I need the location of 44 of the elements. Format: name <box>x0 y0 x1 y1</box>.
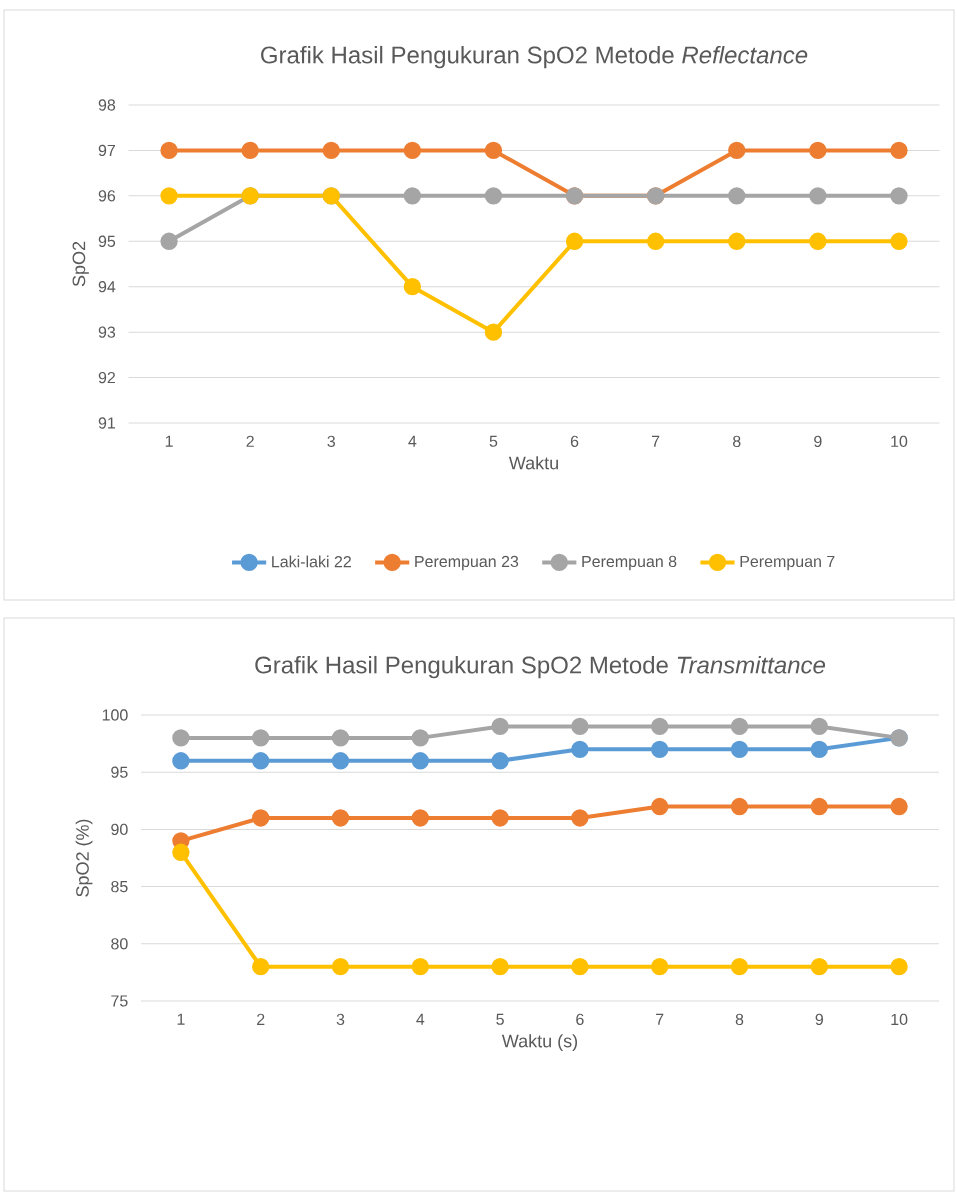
legend-label: Perempuan 7 <box>740 555 835 571</box>
x-tick-label: 4 <box>408 435 417 447</box>
x-tick-label: 6 <box>576 1013 584 1026</box>
x-tick-label: 2 <box>257 1013 265 1025</box>
x-axis-title: Waktu (s) <box>501 1034 578 1051</box>
x-tick-label: 5 <box>496 1013 504 1025</box>
y-tick-label: 90 <box>111 823 128 836</box>
legend-label: Perempuan 8 <box>582 555 677 571</box>
y-tick-label: 85 <box>111 880 128 893</box>
x-tick-label: 3 <box>336 1013 345 1026</box>
y-axis-title: SpO2 <box>72 241 89 287</box>
x-tick-label: 10 <box>891 435 908 448</box>
y-tick-label: 93 <box>98 326 116 338</box>
y-axis-title: SpO2 (%) <box>75 819 93 897</box>
x-tick-label: 1 <box>177 1013 185 1025</box>
x-tick-label: 9 <box>814 435 822 448</box>
x-tick-label: 10 <box>891 1013 908 1026</box>
y-tick-label: 95 <box>98 235 116 247</box>
y-tick-label: 91 <box>98 417 116 429</box>
x-axis-title: Waktu <box>508 456 558 470</box>
y-tick-label: 100 <box>102 709 128 721</box>
y-tick-label: 98 <box>98 99 116 111</box>
y-tick-label: 92 <box>98 371 115 384</box>
legend-label: Laki-laki 22 <box>272 555 351 568</box>
y-tick-label: 80 <box>111 938 128 950</box>
x-tick-label: 8 <box>735 1013 744 1026</box>
chart-title: Grafik Hasil Pengukuran SpO2 Metode Transmittance <box>255 655 826 679</box>
x-tick-label: 5 <box>489 435 498 447</box>
y-tick-label: 97 <box>98 144 115 157</box>
y-tick-label: 94 <box>98 281 116 293</box>
x-tick-label: 8 <box>733 435 741 448</box>
chart-title: Grafik Hasil Pengukuran SpO2 Metode Reflectance <box>261 45 808 69</box>
y-tick-label: 95 <box>111 766 128 778</box>
x-tick-label: 2 <box>246 435 254 447</box>
x-tick-label: 6 <box>570 435 579 448</box>
legend-label: Perempuan 23 <box>415 555 519 571</box>
x-tick-label: 3 <box>327 435 336 448</box>
x-tick-label: 7 <box>652 435 660 447</box>
x-tick-label: 1 <box>165 435 173 447</box>
y-tick-label: 75 <box>111 995 128 1007</box>
y-tick-label: 96 <box>98 190 116 202</box>
x-tick-label: 9 <box>815 1013 823 1026</box>
x-tick-label: 7 <box>656 1013 664 1025</box>
x-tick-label: 4 <box>416 1013 425 1025</box>
